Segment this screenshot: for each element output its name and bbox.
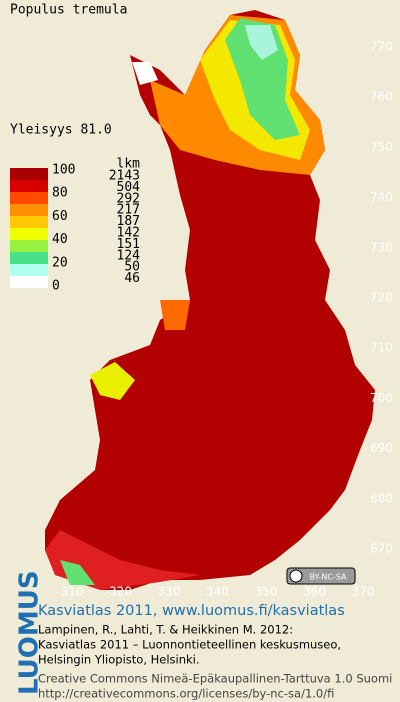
y-tick-label: 710	[370, 341, 393, 355]
y-tick-label: 720	[370, 291, 393, 305]
x-tick-label: 360	[303, 585, 326, 599]
x-tick-label: 340	[206, 585, 229, 599]
legend-swatch	[10, 264, 48, 276]
legend-swatch	[10, 240, 48, 252]
y-tick-label: 740	[370, 190, 393, 204]
citation-line: Lampinen, R., Lahti, T. & Heikkinen M. 2…	[38, 623, 293, 637]
license-line: Creative Commons Nimeä-Epäkaupallinen-Ta…	[38, 672, 392, 686]
y-tick-label: 730	[370, 240, 393, 254]
legend-swatch	[10, 276, 48, 288]
y-tick-label: 680	[370, 491, 393, 505]
x-tick-label: 330	[158, 585, 181, 599]
footer-link[interactable]: Kasviatlas 2011, www.luomus.fi/kasviatla…	[38, 603, 345, 619]
legend-count: 187	[117, 214, 140, 229]
x-tick-label: 370	[352, 585, 375, 599]
legend-swatch	[10, 228, 48, 240]
cc-badge: BY-NC-SA	[286, 567, 356, 585]
map-patch-sw-green	[60, 560, 95, 585]
legend-count: 46	[124, 271, 140, 286]
legend-count: 50	[124, 260, 140, 275]
citation-line: Kasviatlas 2011 – Luonnontieteellinen ke…	[38, 638, 341, 652]
x-tick-label: 310	[61, 585, 84, 599]
map-patch-orange-nw	[160, 300, 190, 330]
cc-badge-text: BY-NC-SA	[309, 573, 347, 582]
legend-swatch	[10, 204, 48, 216]
legend-count: 124	[117, 248, 141, 263]
y-tick-label: 670	[370, 542, 393, 556]
legend-scale-label: 100	[52, 163, 75, 178]
legend-swatch	[10, 216, 48, 228]
finland-map	[45, 10, 375, 590]
y-tick-label: 700	[370, 391, 393, 405]
legend-count: 292	[117, 191, 140, 206]
legend-swatch	[10, 168, 48, 180]
frequency-label: Yleisyys 81.0	[10, 123, 112, 138]
y-tick-label: 770	[370, 40, 393, 54]
cc-badge-box	[286, 567, 356, 585]
species-title: Populus tremula	[10, 3, 127, 18]
legend-count: 217	[117, 203, 140, 218]
legend: lkm 100 80 60 40 20 0 214350429221718714215112…	[10, 157, 140, 294]
legend-swatch	[10, 252, 48, 264]
y-tick-label: 750	[370, 140, 393, 154]
x-tick-label: 320	[109, 585, 132, 599]
logo: LUOMUS	[15, 570, 45, 695]
license-line: http://creativecommons.org/licenses/by-n…	[38, 687, 334, 701]
legend-count: 504	[117, 180, 141, 195]
legend-scale-label: 20	[52, 255, 68, 270]
legend-scale-label: 60	[52, 209, 68, 224]
legend-scale-label: 0	[52, 279, 60, 294]
legend-header: lkm	[117, 157, 141, 172]
map-patch-white	[132, 62, 158, 85]
y-tick-label: 690	[370, 441, 393, 455]
y-tick-label: 760	[370, 90, 393, 104]
legend-count: 2143	[109, 169, 140, 184]
legend-scale-label: 40	[52, 232, 68, 247]
x-tick-label: 350	[255, 585, 278, 599]
map-patch-green	[225, 18, 300, 140]
citation-line: Helsingin Yliopisto, Helsinki.	[38, 653, 200, 667]
legend-scale-label: 80	[52, 186, 68, 201]
legend-swatch	[10, 180, 48, 192]
legend-count: 151	[117, 237, 140, 252]
legend-count: 142	[117, 226, 140, 241]
legend-swatch	[10, 192, 48, 204]
cc-icon	[289, 569, 303, 583]
map-patch-cyan	[245, 25, 278, 60]
map-patch-west-yellow	[90, 362, 135, 400]
